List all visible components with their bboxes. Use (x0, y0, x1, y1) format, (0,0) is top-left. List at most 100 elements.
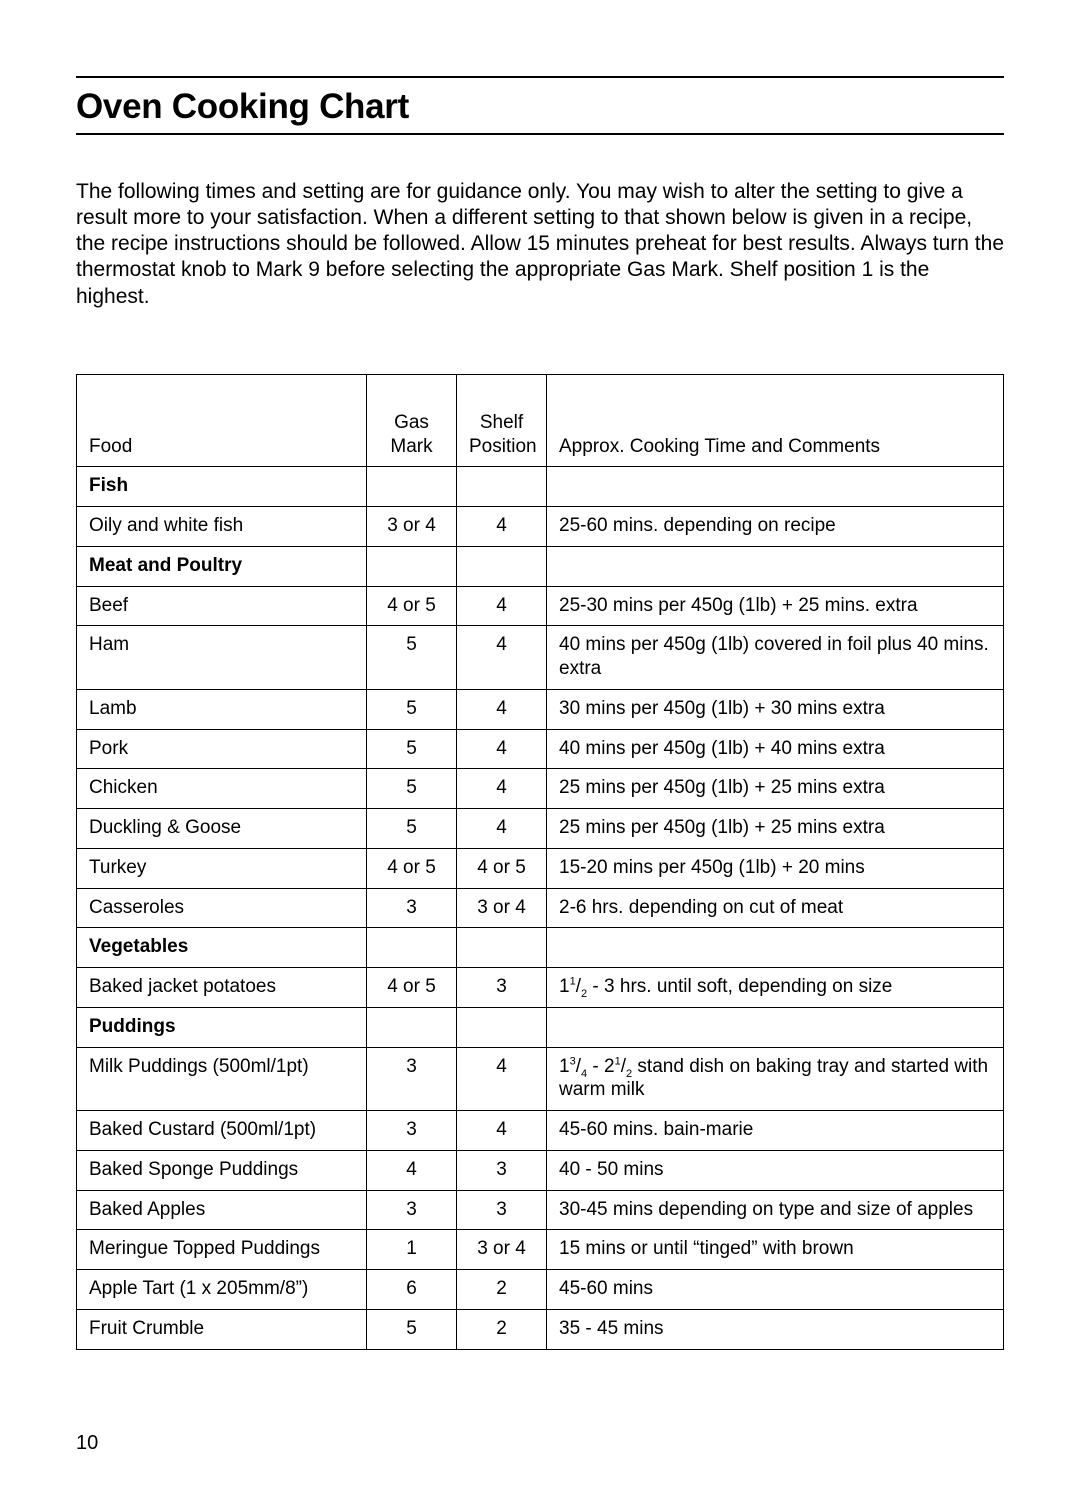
cell-comment: 45-60 mins. bain-marie (547, 1111, 1004, 1151)
cell-shelf-position (457, 928, 547, 968)
cell-gas-mark: 5 (367, 769, 457, 809)
cooking-chart-table: Food Gas Mark Shelf Position Approx. Coo… (76, 374, 1004, 1350)
cell-comment (547, 1007, 1004, 1047)
cell-comment: 25-30 mins per 450g (1lb) + 25 mins. ext… (547, 586, 1004, 626)
document-page: Oven Cooking Chart The following times a… (0, 0, 1080, 1511)
cell-gas-mark: 4 or 5 (367, 586, 457, 626)
table-row: Fruit Crumble5235 - 45 mins (77, 1309, 1004, 1349)
cell-comment (547, 546, 1004, 586)
table-body: FishOily and white fish3 or 4425-60 mins… (77, 467, 1004, 1349)
table-row: Lamb5430 mins per 450g (1lb) + 30 mins e… (77, 689, 1004, 729)
cell-shelf-position: 4 (457, 1111, 547, 1151)
title-rule-bottom (76, 133, 1004, 135)
table-header-row: Food Gas Mark Shelf Position Approx. Coo… (77, 374, 1004, 467)
cell-food: Meringue Topped Puddings (77, 1230, 367, 1270)
cell-shelf-position: 3 (457, 968, 547, 1008)
cell-shelf-position (457, 1007, 547, 1047)
cell-food: Duckling & Goose (77, 809, 367, 849)
table-row: Oily and white fish3 or 4425-60 mins. de… (77, 507, 1004, 547)
cell-gas-mark: 3 (367, 1190, 457, 1230)
table-row: Pork5440 mins per 450g (1lb) + 40 mins e… (77, 729, 1004, 769)
cell-shelf-position: 2 (457, 1270, 547, 1310)
cell-comment: 25 mins per 450g (1lb) + 25 mins extra (547, 809, 1004, 849)
cell-food: Baked jacket potatoes (77, 968, 367, 1008)
cell-shelf-position: 4 (457, 626, 547, 690)
cell-gas-mark: 3 (367, 1047, 457, 1111)
col-header-shelf: Shelf Position (457, 374, 547, 467)
table-row: Apple Tart (1 x 205mm/8”)6245-60 mins (77, 1270, 1004, 1310)
table-row: Baked Apples3330-45 mins depending on ty… (77, 1190, 1004, 1230)
cell-gas-mark: 3 or 4 (367, 507, 457, 547)
cell-gas-mark: 1 (367, 1230, 457, 1270)
table-row: Meat and Poultry (77, 546, 1004, 586)
cell-comment: 30 mins per 450g (1lb) + 30 mins extra (547, 689, 1004, 729)
table-row: Casseroles33 or 42-6 hrs. depending on c… (77, 888, 1004, 928)
col-header-food: Food (77, 374, 367, 467)
cell-gas-mark: 4 or 5 (367, 848, 457, 888)
cell-food: Pork (77, 729, 367, 769)
cell-comment: 40 mins per 450g (1lb) + 40 mins extra (547, 729, 1004, 769)
table-row: Baked Custard (500ml/1pt)3445-60 mins. b… (77, 1111, 1004, 1151)
table-row: Milk Puddings (500ml/1pt)3413/4 - 21/2 s… (77, 1047, 1004, 1111)
cell-comment: 11/2 - 3 hrs. until soft, depending on s… (547, 968, 1004, 1008)
cell-gas-mark: 6 (367, 1270, 457, 1310)
cell-shelf-position: 3 (457, 1190, 547, 1230)
cell-comment: 40 - 50 mins (547, 1150, 1004, 1190)
cell-comment: 13/4 - 21/2 stand dish on baking tray an… (547, 1047, 1004, 1111)
cell-food: Puddings (77, 1007, 367, 1047)
cell-food: Beef (77, 586, 367, 626)
cell-gas-mark: 5 (367, 729, 457, 769)
cell-gas-mark (367, 1007, 457, 1047)
cell-comment: 35 - 45 mins (547, 1309, 1004, 1349)
cell-comment (547, 928, 1004, 968)
cell-gas-mark: 5 (367, 1309, 457, 1349)
table-row: Duckling & Goose5425 mins per 450g (1lb)… (77, 809, 1004, 849)
cell-food: Fish (77, 467, 367, 507)
cell-shelf-position (457, 546, 547, 586)
cell-food: Baked Apples (77, 1190, 367, 1230)
cell-comment: 15-20 mins per 450g (1lb) + 20 mins (547, 848, 1004, 888)
col-header-gas: Gas Mark (367, 374, 457, 467)
cell-shelf-position (457, 467, 547, 507)
cell-shelf-position: 4 (457, 689, 547, 729)
cell-food: Apple Tart (1 x 205mm/8”) (77, 1270, 367, 1310)
table-row: Meringue Topped Puddings13 or 415 mins o… (77, 1230, 1004, 1270)
cell-food: Baked Custard (500ml/1pt) (77, 1111, 367, 1151)
cell-gas-mark (367, 928, 457, 968)
table-row: Beef4 or 5425-30 mins per 450g (1lb) + 2… (77, 586, 1004, 626)
cell-comment: 30-45 mins depending on type and size of… (547, 1190, 1004, 1230)
cell-food: Fruit Crumble (77, 1309, 367, 1349)
table-row: Chicken5425 mins per 450g (1lb) + 25 min… (77, 769, 1004, 809)
cell-food: Vegetables (77, 928, 367, 968)
cell-shelf-position: 4 (457, 507, 547, 547)
cell-shelf-position: 4 (457, 586, 547, 626)
cell-food: Oily and white fish (77, 507, 367, 547)
table-row: Baked Sponge Puddings4340 - 50 mins (77, 1150, 1004, 1190)
cell-food: Turkey (77, 848, 367, 888)
table-row: Turkey4 or 54 or 515-20 mins per 450g (1… (77, 848, 1004, 888)
cell-food: Lamb (77, 689, 367, 729)
intro-paragraph: The following times and setting are for … (76, 179, 1004, 310)
cell-shelf-position: 4 (457, 1047, 547, 1111)
cell-gas-mark: 4 (367, 1150, 457, 1190)
cell-gas-mark: 4 or 5 (367, 968, 457, 1008)
cell-shelf-position: 3 (457, 1150, 547, 1190)
table-row: Vegetables (77, 928, 1004, 968)
cell-shelf-position: 4 or 5 (457, 848, 547, 888)
table-row: Fish (77, 467, 1004, 507)
page-number: 10 (76, 1432, 98, 1455)
cell-food: Baked Sponge Puddings (77, 1150, 367, 1190)
table-row: Puddings (77, 1007, 1004, 1047)
cell-food: Meat and Poultry (77, 546, 367, 586)
title-rule-top (76, 76, 1004, 78)
cell-shelf-position: 4 (457, 769, 547, 809)
table-row: Ham5440 mins per 450g (1lb) covered in f… (77, 626, 1004, 690)
cell-gas-mark: 5 (367, 809, 457, 849)
cell-shelf-position: 4 (457, 809, 547, 849)
cell-comment: 25-60 mins. depending on recipe (547, 507, 1004, 547)
cell-gas-mark: 5 (367, 689, 457, 729)
table-row: Baked jacket potatoes4 or 5311/2 - 3 hrs… (77, 968, 1004, 1008)
cell-shelf-position: 3 or 4 (457, 888, 547, 928)
cell-gas-mark (367, 467, 457, 507)
cell-comment (547, 467, 1004, 507)
